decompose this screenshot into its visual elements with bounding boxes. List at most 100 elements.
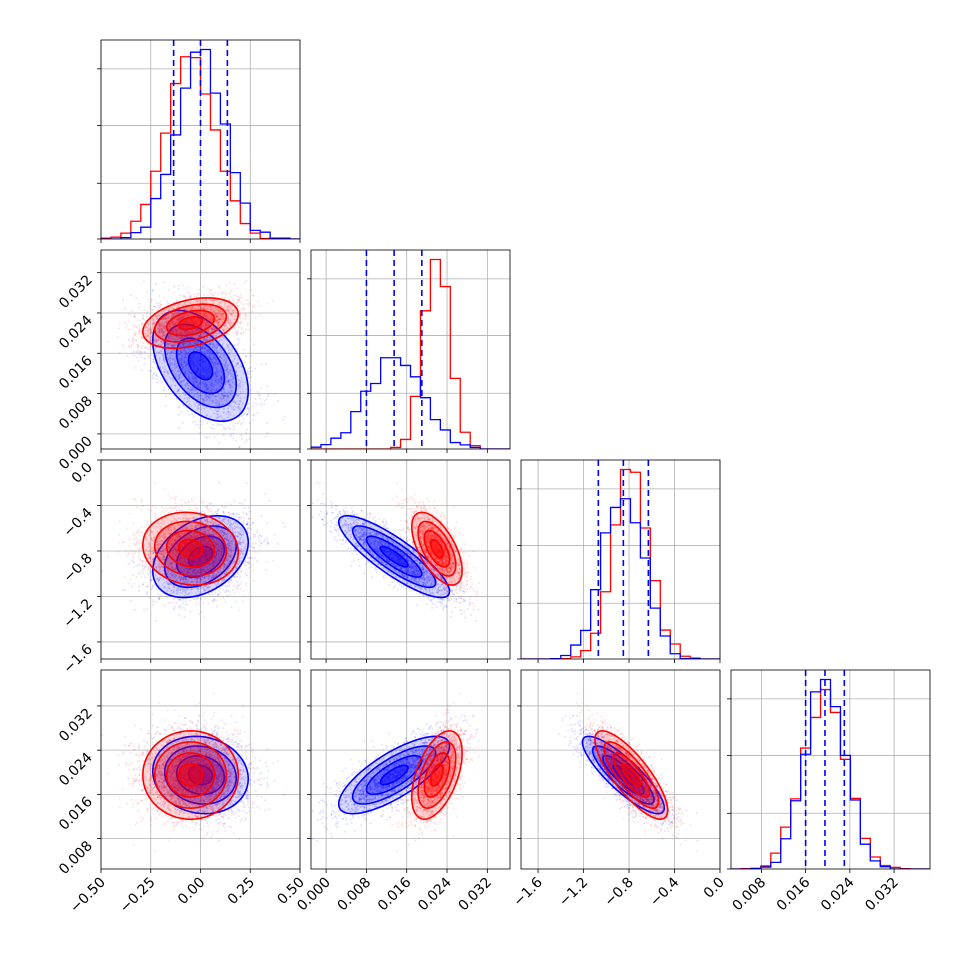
scatter-point bbox=[186, 326, 189, 328]
scatter-point bbox=[208, 319, 211, 321]
scatter-point bbox=[207, 326, 209, 328]
scatter-point bbox=[205, 392, 207, 395]
scatter-point bbox=[204, 393, 206, 396]
scatter-point bbox=[203, 353, 205, 356]
scatter-point bbox=[160, 328, 162, 330]
scatter-point bbox=[165, 342, 167, 344]
scatter-point bbox=[188, 331, 190, 333]
scatter-point bbox=[201, 362, 204, 365]
scatter-point bbox=[240, 332, 243, 335]
scatter-point bbox=[197, 317, 199, 320]
scatter-point bbox=[178, 406, 181, 408]
scatter-point bbox=[155, 330, 158, 333]
scatter-point bbox=[181, 338, 183, 341]
scatter-point bbox=[231, 312, 234, 315]
scatter-point bbox=[222, 373, 224, 375]
scatter-point bbox=[195, 376, 197, 379]
scatter-point bbox=[205, 324, 208, 326]
scatter-point bbox=[222, 335, 224, 338]
scatter-point bbox=[215, 299, 217, 301]
scatter-point bbox=[192, 326, 194, 328]
scatter-point bbox=[225, 326, 228, 328]
scatter-point bbox=[206, 308, 209, 310]
scatter-point bbox=[195, 330, 198, 333]
scatter-point bbox=[203, 352, 206, 355]
scatter-point bbox=[165, 333, 168, 336]
scatter-point bbox=[201, 352, 203, 354]
scatter-point bbox=[159, 326, 161, 329]
scatter-point bbox=[190, 389, 193, 391]
scatter-point bbox=[118, 351, 121, 354]
scatter-point bbox=[219, 403, 221, 405]
scatter-point bbox=[239, 317, 242, 319]
scatter-point bbox=[202, 359, 204, 362]
scatter-point bbox=[169, 343, 171, 345]
scatter-point bbox=[232, 375, 234, 378]
scatter-point bbox=[201, 386, 204, 389]
scatter-point bbox=[177, 319, 179, 321]
scatter-point bbox=[242, 402, 244, 404]
scatter-point bbox=[224, 322, 227, 324]
scatter-point bbox=[247, 402, 250, 405]
scatter-point bbox=[197, 394, 200, 397]
scatter-point bbox=[176, 329, 178, 332]
scatter-point bbox=[190, 326, 192, 328]
scatter-point bbox=[163, 334, 166, 336]
scatter-point bbox=[199, 347, 202, 349]
scatter-point bbox=[227, 370, 230, 373]
scatter-point bbox=[215, 356, 217, 359]
scatter-point bbox=[220, 389, 223, 391]
scatter-point bbox=[187, 309, 189, 311]
scatter-point bbox=[165, 316, 167, 318]
scatter-point bbox=[181, 362, 183, 365]
scatter-point bbox=[170, 343, 173, 346]
scatter-point bbox=[210, 373, 213, 375]
scatter-point bbox=[137, 359, 140, 362]
scatter-point bbox=[204, 298, 207, 300]
scatter-point bbox=[132, 341, 135, 344]
scatter-point bbox=[237, 326, 240, 328]
scatter-point bbox=[196, 304, 199, 307]
scatter-point bbox=[223, 388, 225, 390]
scatter-point bbox=[178, 303, 181, 306]
scatter-point bbox=[198, 363, 200, 366]
scatter-point bbox=[214, 313, 217, 315]
scatter-point bbox=[227, 310, 230, 312]
scatter-point bbox=[159, 303, 162, 306]
scatter-point bbox=[208, 396, 210, 399]
scatter-point bbox=[198, 334, 200, 337]
scatter-point bbox=[205, 363, 207, 366]
scatter-point bbox=[192, 341, 194, 344]
scatter-point bbox=[189, 361, 192, 364]
scatter-point bbox=[193, 331, 196, 333]
scatter-point bbox=[204, 323, 207, 326]
scatter-point bbox=[151, 319, 154, 322]
scatter-point bbox=[216, 375, 219, 377]
scatter-point bbox=[238, 385, 240, 387]
scatter-point bbox=[227, 416, 230, 419]
scatter-point bbox=[155, 346, 158, 348]
scatter-point bbox=[214, 361, 216, 364]
scatter-point bbox=[175, 305, 177, 307]
scatter-point bbox=[178, 330, 180, 333]
scatter-point bbox=[187, 339, 189, 341]
scatter-point bbox=[172, 351, 175, 353]
scatter-point bbox=[204, 332, 207, 335]
scatter-point bbox=[184, 320, 186, 323]
scatter-point bbox=[210, 381, 213, 384]
scatter-point bbox=[201, 381, 203, 384]
scatter-point bbox=[214, 320, 217, 322]
scatter-point bbox=[174, 313, 177, 315]
scatter-point bbox=[140, 335, 143, 338]
scatter-point bbox=[201, 332, 203, 334]
scatter-point bbox=[201, 324, 204, 327]
scatter-point bbox=[218, 310, 221, 312]
scatter-point bbox=[221, 357, 223, 360]
scatter-point bbox=[198, 308, 201, 311]
scatter-point bbox=[205, 395, 207, 398]
scatter-point bbox=[183, 319, 186, 322]
scatter-point bbox=[190, 326, 192, 328]
scatter-point bbox=[192, 326, 194, 328]
scatter-point bbox=[163, 281, 166, 284]
scatter-point bbox=[151, 375, 154, 377]
